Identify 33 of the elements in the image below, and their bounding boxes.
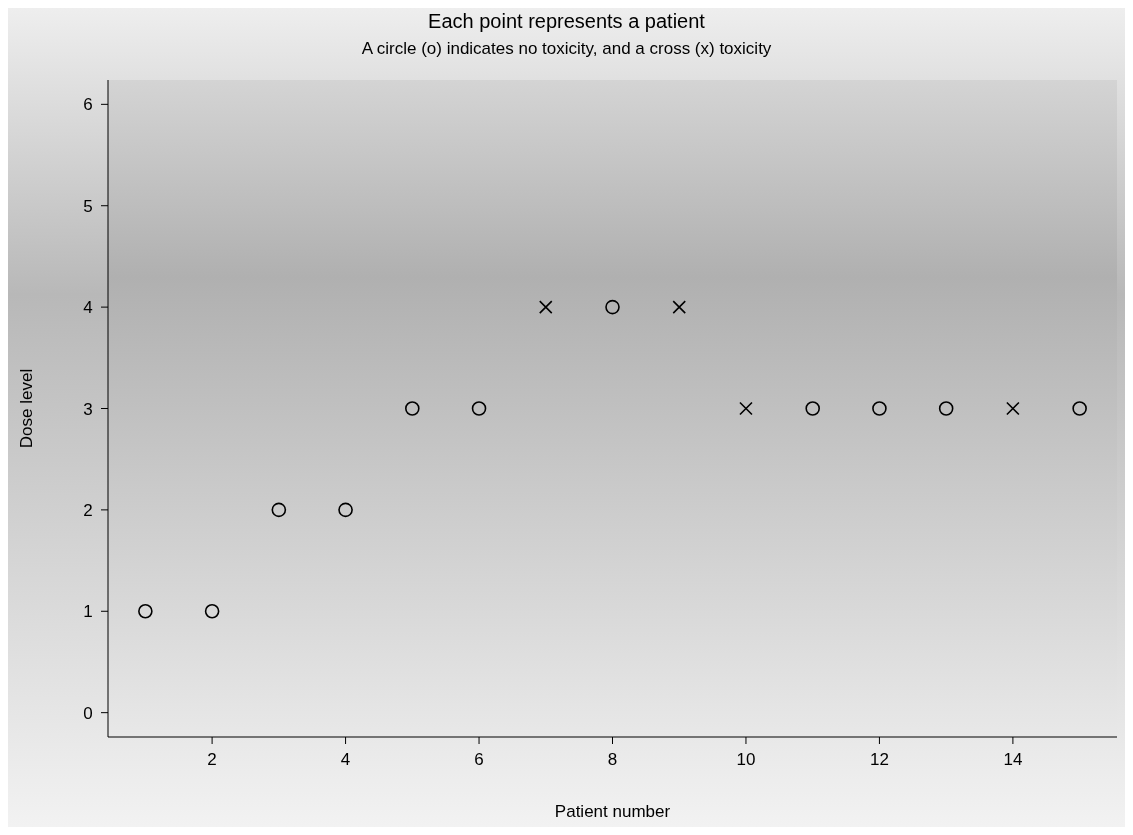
y-tick-label: 3 xyxy=(83,399,93,419)
point xyxy=(938,401,954,416)
y-tick-label: 2 xyxy=(83,500,93,520)
y-tick-label: 0 xyxy=(83,703,93,723)
chart-title: Each point represents a patient xyxy=(428,10,706,32)
x-tick-label: 10 xyxy=(736,750,756,769)
x-tick-label: 6 xyxy=(474,750,484,769)
point xyxy=(1072,401,1087,416)
point xyxy=(805,401,820,416)
x-tick-label: 8 xyxy=(607,750,618,769)
y-tick-label: 4 xyxy=(83,298,93,318)
point xyxy=(271,502,287,518)
point xyxy=(1006,401,1020,416)
point xyxy=(672,300,687,314)
point xyxy=(338,502,353,518)
point xyxy=(138,603,153,619)
x-tick-label: 4 xyxy=(340,750,351,769)
y-tick-label: 5 xyxy=(83,196,93,216)
point xyxy=(872,401,887,416)
point xyxy=(739,401,753,416)
x-tick-label: 14 xyxy=(1003,750,1023,769)
chart-subtitle: A circle (o) indicates no toxicity, and a cross (x) toxicity xyxy=(361,39,772,58)
point xyxy=(204,603,220,619)
point xyxy=(538,300,553,314)
point xyxy=(405,401,420,416)
x-axis-title: Patient number xyxy=(554,802,671,821)
y-axis-title: Dose level xyxy=(17,368,36,449)
y-tick-label: 1 xyxy=(83,602,93,622)
x-tick-label: 2 xyxy=(207,750,217,769)
y-tick-label: 6 xyxy=(83,95,93,115)
x-tick-label: 12 xyxy=(869,750,889,769)
point xyxy=(605,299,620,315)
point xyxy=(471,401,487,416)
